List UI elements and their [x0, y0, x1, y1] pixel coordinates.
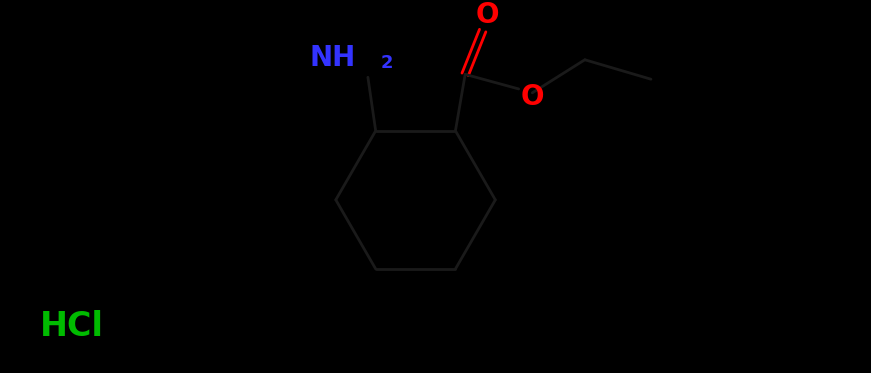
Text: 2: 2	[381, 54, 394, 72]
Text: NH: NH	[310, 44, 356, 72]
Text: O: O	[521, 83, 544, 111]
Text: HCl: HCl	[40, 310, 105, 343]
Text: O: O	[476, 1, 499, 29]
